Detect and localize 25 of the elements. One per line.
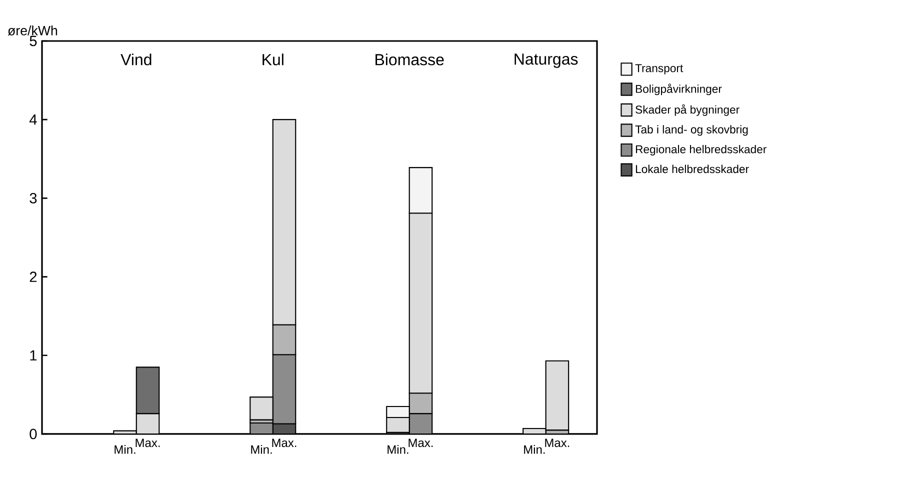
x-tick-label: Max.: [408, 438, 433, 448]
y-tick-label: 2: [30, 272, 37, 282]
x-tick-label: Max.: [545, 438, 570, 448]
annotation: Kul: [262, 54, 284, 66]
y-tick-label: 5: [30, 36, 37, 46]
annotation: Naturgas: [514, 54, 578, 68]
x-tick-label: Max.: [136, 438, 160, 448]
x-tick-label: Min.: [524, 444, 545, 454]
x-tick-label: Min.: [388, 444, 408, 454]
x-tick-label: Min.: [251, 444, 272, 454]
legend-label: Boligpåvirkninger: [636, 84, 722, 96]
y-tick-label: 1: [30, 350, 37, 360]
y-tick-label: 4: [29, 114, 37, 125]
x-tick-label: Min.: [114, 444, 136, 454]
annotation: Biomasse: [376, 54, 444, 66]
legend-label: Transport: [635, 64, 684, 74]
y-tick-label: 3: [30, 193, 37, 204]
y-axis-title: øre/kWh: [8, 26, 58, 36]
legend-label: Regionale helbredsskader: [636, 144, 766, 156]
legend-label: Tab i land- og skovbrig: [635, 125, 748, 136]
x-tick-label: Max.: [272, 438, 296, 448]
legend-label: Lokale helbredsskader: [636, 164, 749, 174]
y-tick-label: 0: [30, 428, 37, 440]
legend-label: Skader på bygninger: [636, 104, 740, 116]
annotation: Vind: [120, 54, 152, 66]
